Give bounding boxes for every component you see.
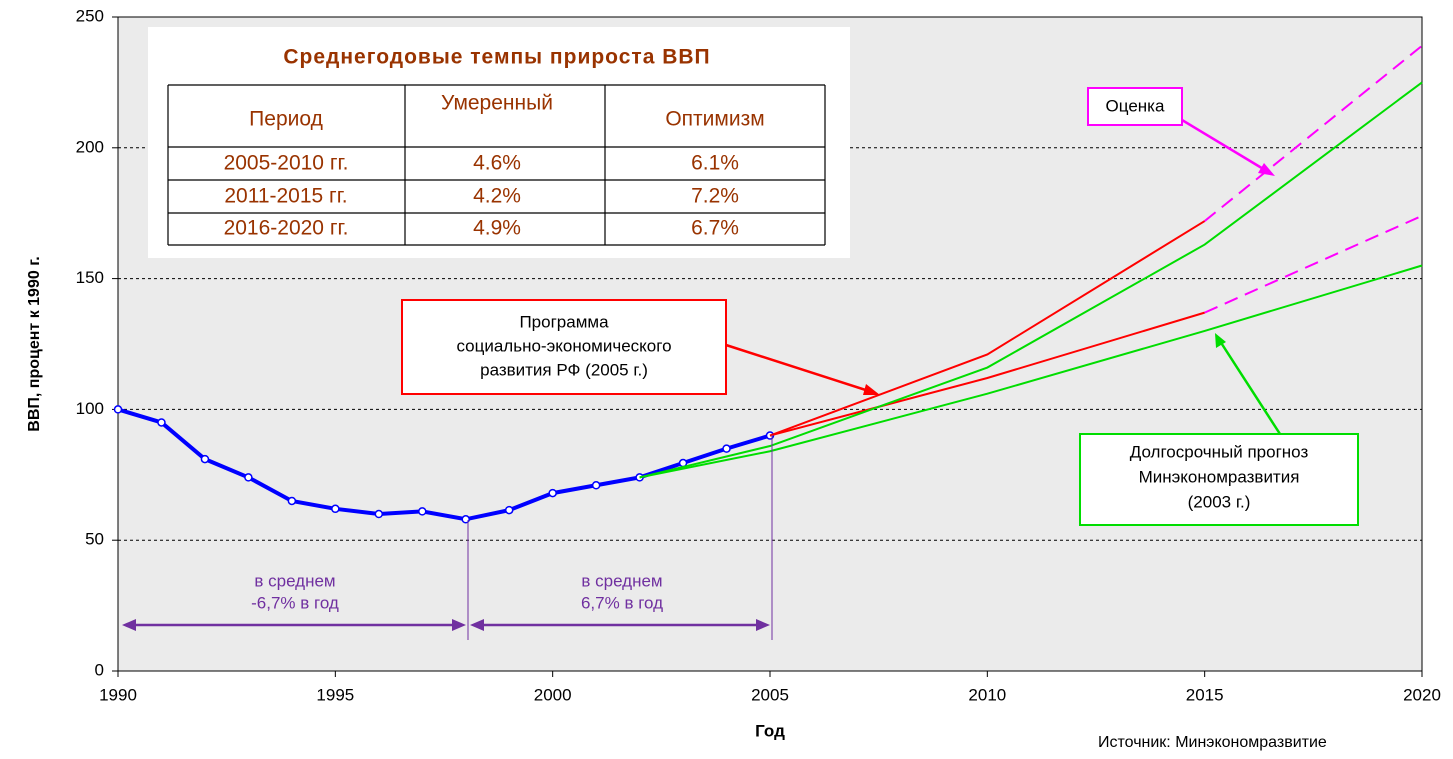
table-box: Среднегодовые темпы прироста ВВП Период …	[148, 27, 850, 258]
table-cell: 2005-2010 гг.	[224, 152, 349, 175]
table-cell: 7.2%	[691, 185, 739, 208]
marker	[418, 507, 427, 516]
source: Источник: Минэкономразвитие	[1098, 734, 1327, 751]
annotation: в среднем	[254, 571, 335, 590]
annotation: Минэкономразвития	[1139, 467, 1300, 486]
x-tick-label: 2005	[751, 685, 789, 704]
table-cell: 6.1%	[691, 152, 739, 175]
marker	[287, 496, 297, 506]
y-axis-label: ВВП, процент к 1990 г.	[26, 256, 43, 431]
table-cell: 6.7%	[691, 217, 739, 240]
annotation: в среднем	[581, 571, 662, 590]
table-cell: 2016-2020 гг.	[224, 217, 349, 240]
annotation: (2003 г.)	[1188, 492, 1251, 511]
table-header: Период	[249, 108, 323, 131]
series-line	[639, 81, 1423, 479]
marker	[374, 509, 384, 519]
marker	[113, 405, 123, 414]
table-bg	[148, 27, 850, 258]
table-cell: 4.6%	[473, 152, 521, 175]
annotation: -6,7% в год	[251, 593, 339, 612]
series-line	[1204, 214, 1423, 314]
x-tick-label: 2020	[1403, 685, 1441, 704]
annotation: 6,7% в год	[581, 593, 663, 612]
annotation-box	[401, 299, 727, 395]
x-tick-label: 1990	[99, 685, 137, 704]
table-cell: 4.9%	[473, 217, 521, 240]
x-tick-label: 2010	[968, 685, 1006, 704]
series-line	[639, 264, 1423, 479]
table-header: Оптимизм	[665, 108, 764, 131]
table-cell: 2011-2015 гг.	[224, 185, 347, 208]
x-tick-label: 1995	[316, 685, 354, 704]
marker	[200, 454, 210, 464]
marker	[461, 515, 470, 524]
marker	[331, 504, 340, 514]
annotation: Долгосрочный прогноз	[1130, 442, 1309, 461]
x-tick-label: 2000	[534, 685, 572, 704]
annotation-box	[1087, 87, 1183, 126]
annotation-arrows	[122, 118, 1282, 640]
marker	[157, 418, 166, 427]
marker	[244, 473, 253, 482]
lines	[113, 44, 1423, 524]
y-tick-label: 100	[76, 399, 104, 418]
marker	[504, 505, 514, 515]
table-lines	[167, 84, 826, 246]
series-line	[1204, 44, 1423, 222]
marker	[548, 488, 557, 498]
marker	[722, 444, 731, 453]
series-line	[117, 407, 771, 522]
y-tick-label: 250	[76, 6, 104, 25]
annotation: Программа	[519, 312, 609, 331]
table-title: Среднегодовые темпы прироста ВВП	[283, 46, 710, 69]
table-cell: 4.2%	[473, 185, 521, 208]
y-tick-label: 150	[76, 268, 104, 287]
annotation: социально-экономического	[456, 336, 671, 355]
annotation: Оценка	[1106, 96, 1165, 115]
annotation-box	[1079, 433, 1359, 526]
y-tick-label: 50	[85, 530, 104, 549]
annotation: развития РФ (2005 г.)	[480, 360, 648, 379]
marker	[591, 481, 601, 490]
y-tick-label: 200	[76, 137, 104, 156]
x-tick-label: 2015	[1186, 685, 1224, 704]
x-axis-label: Год	[755, 721, 785, 740]
series-line	[769, 220, 1206, 437]
table-header: Умеренный	[441, 92, 553, 115]
y-tick-label: 0	[95, 660, 104, 679]
series-line	[769, 311, 1205, 437]
